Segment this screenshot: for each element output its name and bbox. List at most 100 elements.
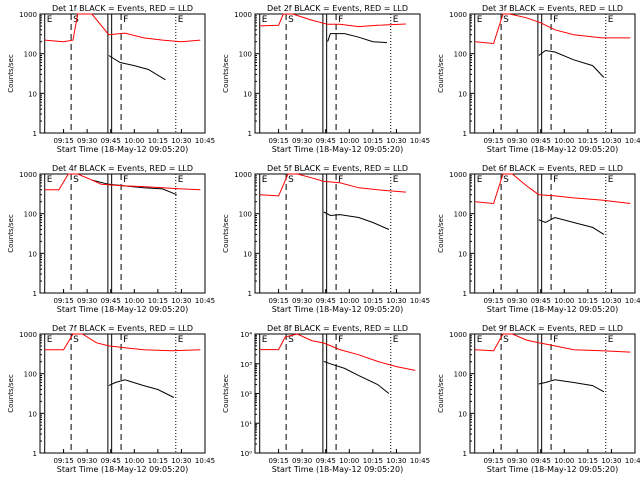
y-tick-label: 10 [458, 250, 467, 258]
y-tick-label: 1 [33, 450, 37, 458]
events-series-line [538, 379, 605, 393]
x-tick-label: 10:30 [386, 137, 406, 145]
marker-label: F [338, 175, 343, 185]
panel-title: Det 2f BLACK = Events, RED = LLD [267, 4, 408, 13]
y-tick-label: 100 [239, 211, 252, 219]
x-tick-label: 09:30 [77, 137, 97, 145]
x-tick-label: 10:00 [124, 137, 144, 145]
plot-frame [469, 173, 636, 294]
marker-label: F [123, 15, 128, 25]
marker-label: S [503, 175, 509, 185]
x-tick-label: 10:30 [171, 137, 191, 145]
panel-title: Det 9f BLACK = Events, RED = LLD [482, 324, 623, 333]
x-tick-label: 10:45 [195, 457, 215, 465]
panel-title: Det 3f BLACK = Events, RED = LLD [482, 4, 623, 13]
panel-4: Det 4f BLACK = Events, RED = LLD 1 10 100 10… [7, 164, 215, 314]
x-tick-label: 09:45 [531, 457, 551, 465]
y-tick-label: 1 [248, 130, 252, 138]
y-axis-label: Counts/sec [437, 374, 445, 413]
marker-label: F [553, 15, 558, 25]
x-tick-label: 10:15 [363, 137, 383, 145]
x-tick-label: 09:45 [101, 137, 121, 145]
x-tick-label: 09:15 [483, 457, 503, 465]
y-tick-label: 100 [454, 211, 467, 219]
y-tick-label: 10⁴ [240, 331, 252, 339]
events-series-line [108, 55, 166, 81]
marker-label: E [262, 15, 268, 25]
x-tick-label: 10:00 [554, 137, 574, 145]
events-series-line [327, 33, 388, 44]
y-axis-label: Counts/sec [7, 214, 15, 253]
plot-frame [254, 13, 421, 134]
panel-8: Det 8f BLACK = Events, RED = LLD 10⁰ 10¹ 10… [222, 324, 430, 474]
x-tick-label: 09:15 [53, 297, 73, 305]
plot-frame [469, 333, 636, 454]
lld-series-line [44, 173, 201, 191]
plot-frame [254, 173, 421, 294]
x-tick-label: 10:30 [601, 297, 621, 305]
x-axis-label: Start Time (18-May-12 09:05:20) [272, 465, 403, 474]
marker-label: E [178, 175, 184, 185]
y-axis-label: Counts/sec [437, 214, 445, 253]
y-tick-label: 10 [458, 410, 467, 418]
x-tick-label: 10:45 [625, 297, 640, 305]
x-tick-label: 09:45 [316, 457, 336, 465]
x-tick-label: 10:15 [363, 457, 383, 465]
x-tick-label: 10:45 [195, 297, 215, 305]
x-tick-label: 10:30 [386, 297, 406, 305]
x-tick-label: 09:45 [101, 297, 121, 305]
y-tick-label: 10 [28, 410, 37, 418]
x-tick-label: 10:00 [339, 297, 359, 305]
y-tick-label: 100 [24, 51, 37, 59]
x-tick-label: 09:15 [483, 137, 503, 145]
x-tick-label: 10:45 [625, 457, 640, 465]
marker-label: E [393, 335, 399, 345]
y-tick-label: 1000 [19, 11, 37, 19]
lld-series-line [474, 173, 631, 205]
y-tick-label: 1000 [234, 11, 252, 19]
x-tick-label: 10:15 [148, 297, 168, 305]
marker-label: E [178, 15, 184, 25]
marker-label: E [262, 335, 268, 345]
y-tick-label: 100 [454, 51, 467, 59]
x-tick-label: 10:15 [148, 137, 168, 145]
y-tick-label: 10 [28, 250, 37, 258]
x-tick-label: 09:15 [268, 457, 288, 465]
marker-label: F [338, 15, 343, 25]
x-tick-label: 09:15 [268, 297, 288, 305]
x-tick-label: 10:30 [601, 137, 621, 145]
x-tick-label: 10:30 [171, 457, 191, 465]
marker-label: E [47, 335, 53, 345]
marker-label: S [288, 335, 294, 345]
x-tick-label: 10:45 [625, 137, 640, 145]
plot-frame [469, 13, 636, 134]
x-tick-label: 10:45 [410, 457, 430, 465]
x-tick-label: 10:00 [339, 137, 359, 145]
lld-series-line [44, 333, 201, 352]
marker-label: E [393, 175, 399, 185]
x-tick-label: 10:00 [124, 457, 144, 465]
y-tick-label: 1 [463, 290, 467, 298]
x-tick-label: 10:15 [148, 457, 168, 465]
y-tick-label: 10¹ [240, 420, 252, 428]
x-tick-label: 09:30 [292, 457, 312, 465]
y-tick-label: 1 [33, 290, 37, 298]
marker-label: F [338, 335, 343, 345]
plot-frame [39, 173, 206, 294]
x-tick-label: 09:30 [507, 457, 527, 465]
x-tick-label: 09:30 [507, 137, 527, 145]
marker-label: F [123, 335, 128, 345]
y-tick-label: 10 [28, 90, 37, 98]
y-axis-label: Counts/sec [222, 374, 230, 413]
events-series-line [108, 379, 175, 398]
y-tick-label: 100 [24, 211, 37, 219]
marker-label: S [288, 175, 294, 185]
marker-label: E [608, 335, 614, 345]
panel-6: Det 6f BLACK = Events, RED = LLD 1 10 100 10… [437, 164, 640, 314]
x-tick-label: 10:15 [363, 297, 383, 305]
x-tick-label: 09:45 [531, 297, 551, 305]
panel-title: Det 1f BLACK = Events, RED = LLD [52, 4, 193, 13]
panel-3: Det 3f BLACK = Events, RED = LLD 1 10 100 10… [437, 4, 640, 154]
x-tick-label: 09:30 [292, 297, 312, 305]
